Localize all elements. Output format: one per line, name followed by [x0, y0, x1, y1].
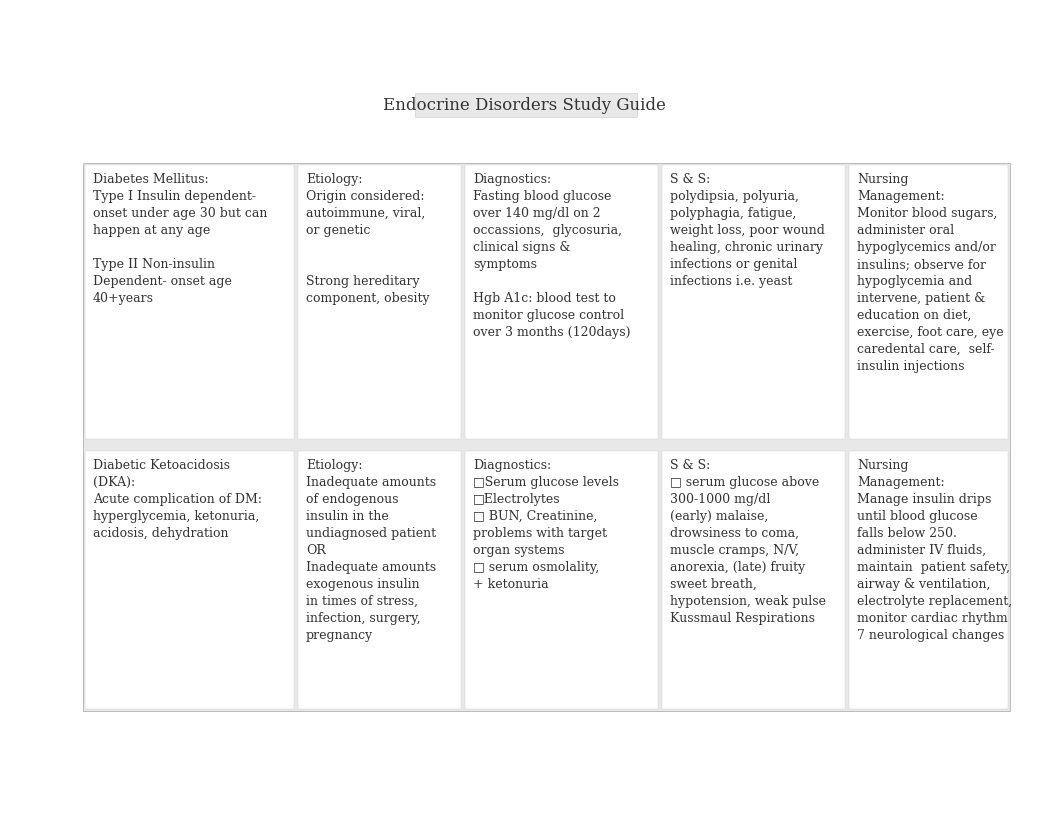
Text: S & S:
□ serum glucose above
300-1000 mg/dl
(early) malaise,
drowsiness to coma,: S & S: □ serum glucose above 300-1000 mg… [670, 459, 826, 625]
Bar [662, 165, 845, 439]
Bar [465, 451, 658, 709]
Text: Nursing
Management:
Manage insulin drips
until blood glucose
falls below 250.
ad: Nursing Management: Manage insulin drips… [857, 459, 1012, 642]
Bar [849, 451, 1008, 709]
Bar [298, 165, 461, 439]
Bar [849, 165, 1008, 439]
Text: Diabetic Ketoacidosis
(DKA):
Acute complication of DM:
hyperglycemia, ketonuria,: Diabetic Ketoacidosis (DKA): Acute compl… [93, 459, 262, 540]
Bar [298, 451, 461, 709]
Text: S & S:
polydipsia, polyuria,
polyphagia, fatigue,
weight loss, poor wound
healin: S & S: polydipsia, polyuria, polyphagia,… [670, 173, 825, 288]
Text: Diabetes Mellitus:
Type I Insulin dependent-
onset under age 30 but can
happen a: Diabetes Mellitus: Type I Insulin depend… [93, 173, 268, 305]
Bar [415, 93, 637, 117]
Text: Diagnostics:
□Serum glucose levels
□Electrolytes
□ BUN, Creatinine,
problems wit: Diagnostics: □Serum glucose levels □Elec… [473, 459, 619, 591]
Bar [662, 451, 845, 709]
Text: Endocrine Disorders Study Guide: Endocrine Disorders Study Guide [382, 96, 666, 113]
Text: Etiology:
Origin considered:
autoimmune, viral,
or genetic


Strong hereditary
c: Etiology: Origin considered: autoimmune,… [306, 173, 430, 305]
Text: Etiology:
Inadequate amounts
of endogenous
insulin in the
undiagnosed patient
OR: Etiology: Inadequate amounts of endogeno… [306, 459, 436, 642]
Bar [83, 163, 1010, 711]
Bar [85, 165, 294, 439]
Text: Diagnostics:
Fasting blood glucose
over 140 mg/dl on 2
occassions,  glycosuria,
: Diagnostics: Fasting blood glucose over … [473, 173, 631, 339]
Bar [85, 451, 294, 709]
Text: Nursing
Management:
Monitor blood sugars,
administer oral
hypoglycemics and/or
i: Nursing Management: Monitor blood sugars… [857, 173, 1004, 373]
Bar [465, 165, 658, 439]
